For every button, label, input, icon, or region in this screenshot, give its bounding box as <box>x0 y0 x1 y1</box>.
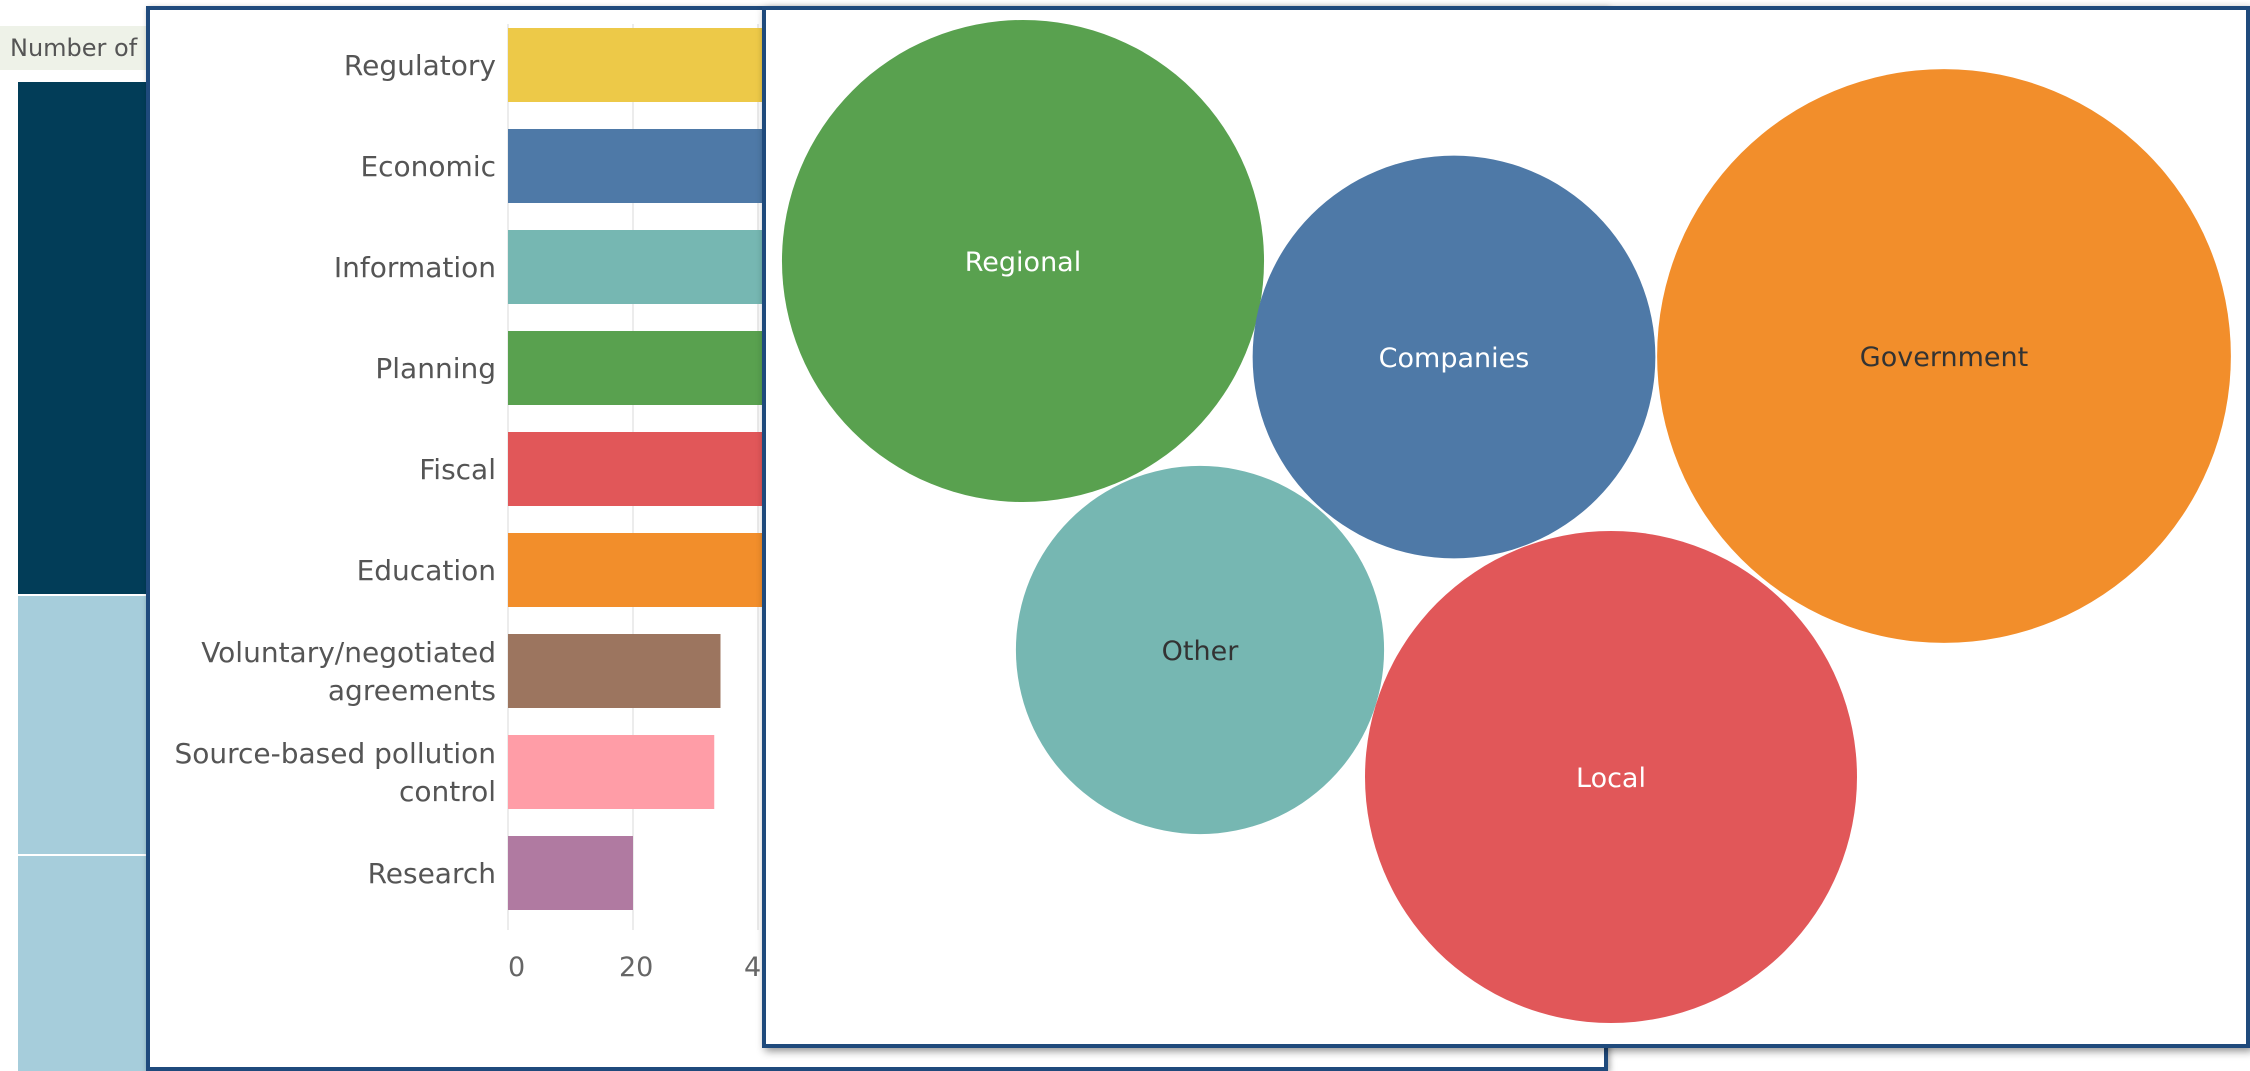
background-axis-label: Number of <box>0 26 148 70</box>
bubble-chart: Regional Companies Government Other Local <box>781 19 2231 1023</box>
background-bar-light-lower <box>18 856 148 1071</box>
bar-source-based-pollution-control[interactable] <box>508 735 715 809</box>
bubble-label-other: Other <box>1162 636 1240 667</box>
bubble-companies[interactable] <box>1252 155 1656 559</box>
bubble-label-regional: Regional <box>965 247 1081 278</box>
y-category-label: Research <box>368 857 496 890</box>
bubble-label-companies: Companies <box>1379 343 1530 374</box>
y-category-label: Voluntary/negotiated agreements <box>201 636 496 707</box>
y-category-label: Information <box>334 251 496 284</box>
bubble-chart-panel: Regional Companies Government Other Local <box>762 6 2250 1048</box>
bubble-regional[interactable] <box>781 19 1265 503</box>
background-bar-dark <box>18 82 148 594</box>
y-category-label: Education <box>357 554 496 587</box>
bubble-label-local: Local <box>1576 763 1646 794</box>
y-category-label: Fiscal <box>419 453 496 486</box>
bar-voluntary-negotiated-agreements[interactable] <box>508 634 721 708</box>
bubble-label-government: Government <box>1860 342 2028 373</box>
bubble-other[interactable] <box>1015 465 1385 835</box>
bar-research[interactable] <box>508 836 633 910</box>
y-category-label: Regulatory <box>344 49 496 82</box>
y-category-label: Economic <box>360 150 496 183</box>
y-category-label: Planning <box>375 352 496 385</box>
x-tick-label: 20 <box>619 952 653 983</box>
bubble-government[interactable] <box>1657 69 2231 643</box>
x-tick-label: 0 <box>508 952 525 983</box>
y-category-label: Source-based pollution control <box>174 737 496 808</box>
bubble-local[interactable] <box>1365 531 1857 1023</box>
background-bar-light-upper <box>18 596 148 854</box>
